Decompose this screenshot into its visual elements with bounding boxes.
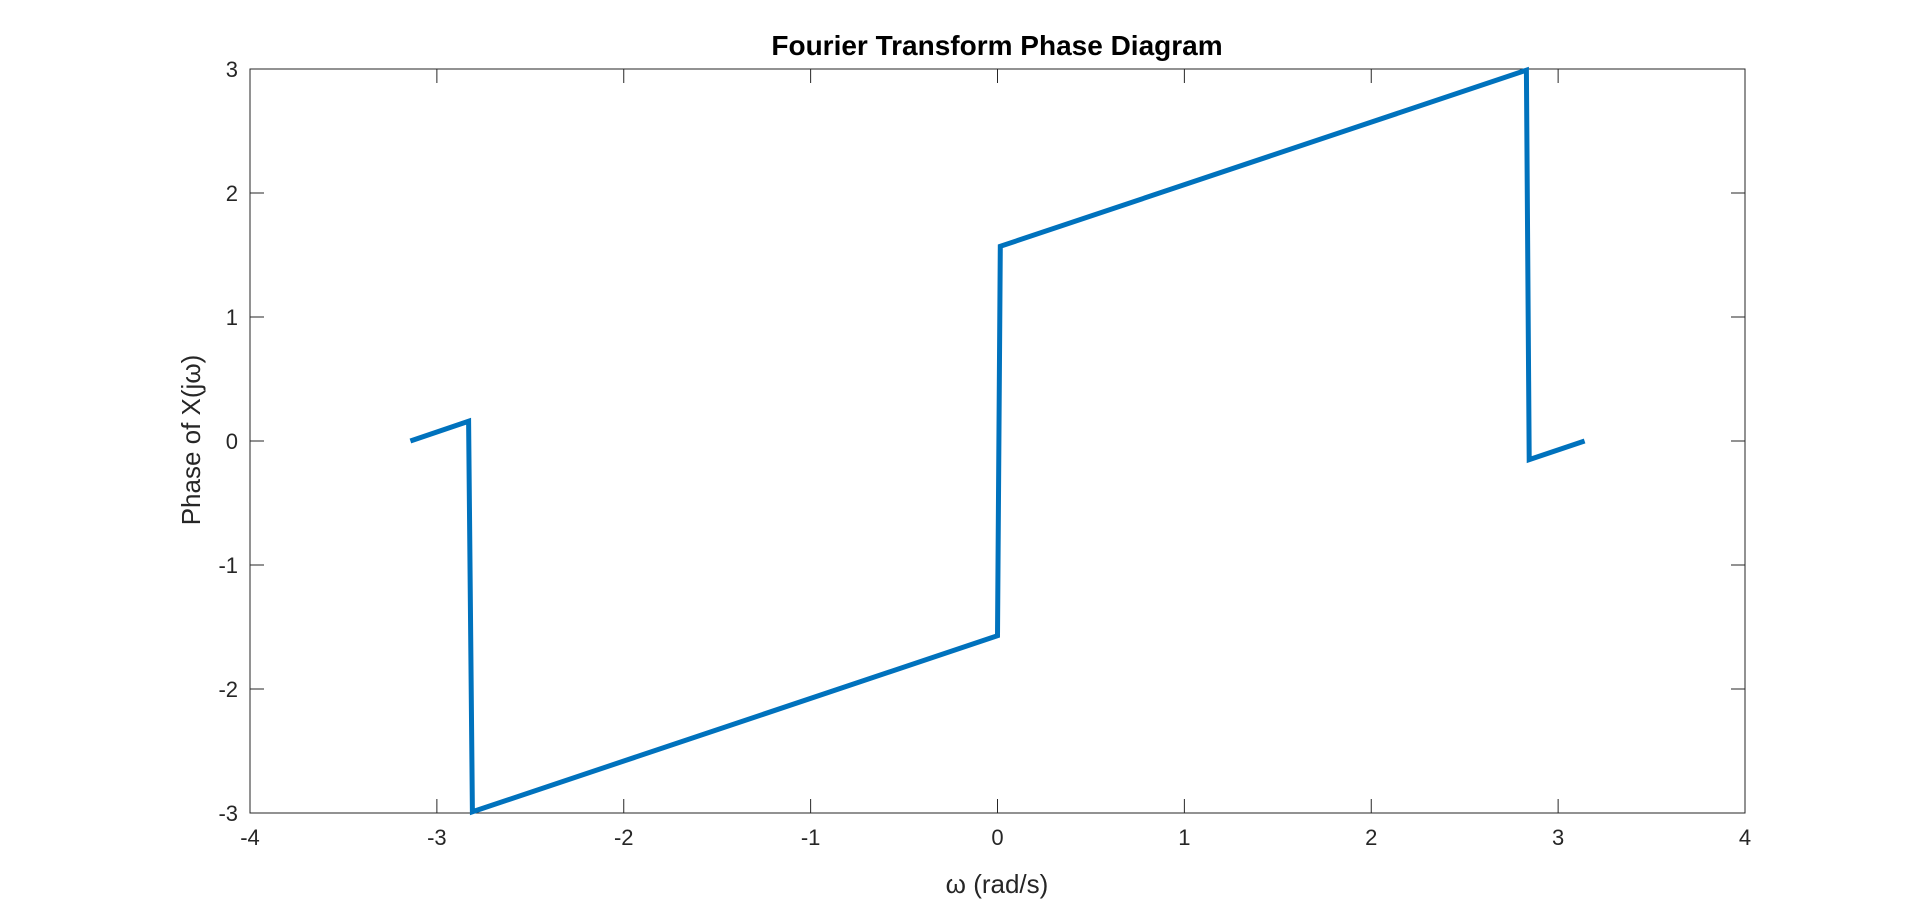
x-tick-label: -2 xyxy=(614,825,634,850)
labels: Fourier Transform Phase Diagram ω (rad/s… xyxy=(176,30,1223,899)
x-tick-label: 1 xyxy=(1178,825,1190,850)
x-tick-label: 4 xyxy=(1739,825,1751,850)
x-tick-label: 3 xyxy=(1552,825,1564,850)
y-tick-label: -1 xyxy=(218,553,238,578)
y-axis-label: Phase of X(jω) xyxy=(176,355,206,526)
y-tick-label: 1 xyxy=(226,305,238,330)
x-tick-label: 2 xyxy=(1365,825,1377,850)
x-tick-label: 0 xyxy=(991,825,1003,850)
y-tick-label: 2 xyxy=(226,181,238,206)
x-tick-label: -4 xyxy=(240,825,260,850)
y-tick-label: -3 xyxy=(218,801,238,826)
y-tick-label: -2 xyxy=(218,677,238,702)
y-tick-label: 3 xyxy=(226,57,238,82)
x-tick-label: -3 xyxy=(427,825,447,850)
chart-title: Fourier Transform Phase Diagram xyxy=(771,30,1222,61)
y-tick-label: 0 xyxy=(226,429,238,454)
x-axis-label: ω (rad/s) xyxy=(946,869,1049,899)
series-group xyxy=(409,66,1586,816)
phase-series-line xyxy=(409,66,1586,816)
x-tick-label: -1 xyxy=(801,825,821,850)
